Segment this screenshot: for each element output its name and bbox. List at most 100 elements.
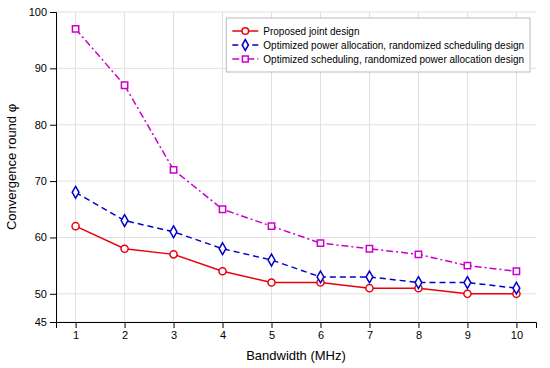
- tick-label: 1: [73, 329, 79, 341]
- grid-line: [124, 12, 125, 322]
- grid-line: [56, 124, 536, 125]
- point-marker: [219, 268, 226, 275]
- tick-mark: [50, 294, 56, 295]
- tick-label: 7: [367, 329, 373, 341]
- tick-label: 80: [35, 119, 47, 131]
- tick-label: 4: [220, 329, 226, 341]
- x-axis: 1 2 3 4 5 6 7 8 9 10: [57, 322, 537, 341]
- tick: 3: [171, 322, 177, 341]
- point-marker: [317, 240, 323, 246]
- point-marker: [121, 215, 128, 227]
- tick-mark: [125, 322, 126, 328]
- tick-mark: [369, 322, 370, 328]
- point-marker: [268, 223, 274, 229]
- chart: 12345678910455060708090100Proposed joint…: [0, 0, 550, 368]
- tick-mark: [50, 181, 56, 182]
- legend-label: Proposed joint design: [263, 26, 359, 37]
- point-marker: [72, 186, 79, 198]
- grid-line: [56, 237, 536, 238]
- point-marker: [464, 290, 471, 297]
- point-marker: [464, 277, 471, 289]
- tick: 100: [29, 6, 56, 18]
- tick: 5: [269, 322, 275, 341]
- grid-line: [56, 181, 536, 182]
- tick-label: 2: [122, 329, 128, 341]
- point-marker: [219, 243, 226, 255]
- tick-mark: [76, 322, 77, 328]
- axis-line: [57, 323, 537, 329]
- tick: 7: [367, 322, 373, 341]
- tick-label: 70: [35, 175, 47, 187]
- tick: 60: [35, 231, 56, 243]
- tick-label: 9: [465, 329, 471, 341]
- legend-item: Optimized scheduling, randomized power a…: [232, 54, 524, 65]
- y-axis-title: Convergence round φ: [4, 104, 19, 230]
- tick-label: 45: [35, 316, 47, 328]
- tick: 50: [35, 288, 56, 300]
- tick-mark: [516, 322, 517, 328]
- series-line: [76, 226, 517, 294]
- tick-label: 50: [35, 288, 47, 300]
- series: [72, 186, 520, 294]
- tick-mark: [418, 322, 419, 328]
- tick-label: 3: [171, 329, 177, 341]
- legend-marker: [242, 56, 248, 62]
- series: [72, 223, 520, 298]
- point-marker: [121, 245, 128, 252]
- point-marker: [170, 226, 177, 238]
- tick: 9: [465, 322, 471, 341]
- point-marker: [513, 268, 519, 274]
- tick: 80: [35, 119, 56, 131]
- point-marker: [513, 282, 520, 294]
- point-marker: [366, 285, 373, 292]
- plot: 12345678910455060708090100Proposed joint…: [29, 6, 537, 341]
- tick-mark: [50, 322, 56, 323]
- tick-label: 60: [35, 231, 47, 243]
- tick: 90: [35, 62, 56, 74]
- legend-label: Optimized scheduling, randomized power a…: [263, 54, 524, 65]
- point-marker: [366, 246, 372, 252]
- tick-label: 5: [269, 329, 275, 341]
- point-marker: [219, 206, 225, 212]
- point-marker: [415, 277, 422, 289]
- legend-marker: [242, 28, 249, 35]
- tick-mark: [467, 322, 468, 328]
- tick-mark: [50, 12, 56, 13]
- tick-mark: [272, 322, 273, 328]
- tick: 45: [35, 316, 56, 328]
- legend: Proposed joint design Optimized power all…: [226, 18, 530, 72]
- tick: 10: [511, 322, 523, 341]
- point-marker: [72, 223, 79, 230]
- legend-label: Optimized power allocation, randomized s…: [263, 40, 524, 51]
- tick-mark: [320, 322, 321, 328]
- tick-label: 6: [318, 329, 324, 341]
- tick-mark: [50, 125, 56, 126]
- x-axis-title: Bandwidth (MHz): [246, 348, 346, 363]
- point-marker: [268, 254, 275, 266]
- point-marker: [170, 251, 177, 258]
- tick-mark: [223, 322, 224, 328]
- tick: 2: [122, 322, 128, 341]
- y-axis: 45 50 60 70 80 90 100: [29, 6, 57, 328]
- point-marker: [464, 262, 470, 268]
- point-marker: [366, 271, 373, 283]
- legend-box: [226, 18, 530, 72]
- tick: 70: [35, 175, 56, 187]
- grid-line: [75, 12, 76, 322]
- tick-label: 8: [416, 329, 422, 341]
- tick-mark: [50, 237, 56, 238]
- tick-mark: [50, 68, 56, 69]
- point-marker: [415, 251, 421, 257]
- point-marker: [268, 279, 275, 286]
- tick-label: 90: [35, 62, 47, 74]
- axis-line: [50, 13, 57, 323]
- tick-label: 10: [511, 329, 523, 341]
- tick: 4: [220, 322, 226, 341]
- tick: 1: [73, 322, 79, 341]
- point-marker: [72, 26, 78, 32]
- tick: 8: [416, 322, 422, 341]
- grid-line: [56, 12, 536, 13]
- tick-mark: [174, 322, 175, 328]
- legend-marker: [242, 40, 248, 51]
- tick-label: 100: [29, 6, 47, 18]
